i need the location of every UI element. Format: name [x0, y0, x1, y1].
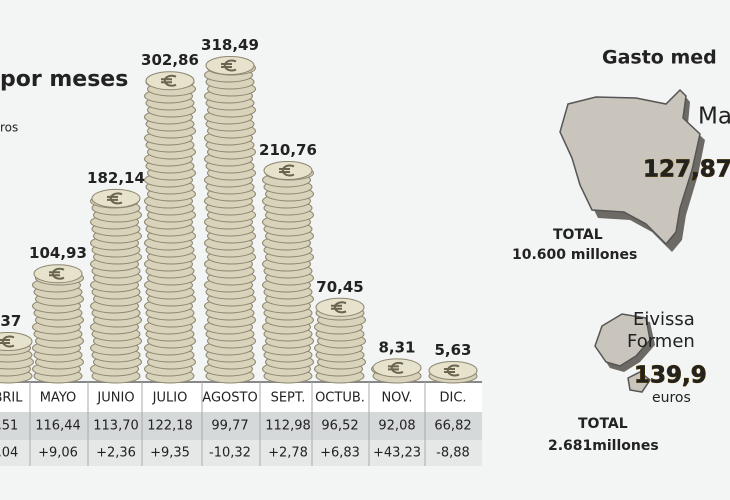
table-cell: +2,36: [96, 446, 136, 461]
total-label: TOTAL: [553, 227, 603, 243]
coin-stack: [262, 161, 314, 384]
x-tick-label: MAYO: [40, 391, 77, 406]
euro-icon: [331, 301, 347, 314]
chart-title: por meses: [0, 67, 128, 92]
table-cell: +6,83: [320, 446, 360, 461]
coin-stack: [144, 71, 196, 384]
table-cell: +9,35: [150, 446, 190, 461]
mallorca-map: [559, 88, 701, 246]
x-tick-label: JULIO: [152, 391, 188, 406]
value-label: 302,86: [141, 51, 199, 69]
island-unit: euros: [652, 390, 691, 406]
coin-face: [91, 188, 141, 208]
euro-icon: [221, 59, 237, 72]
x-tick-label: JUNIO: [96, 391, 134, 406]
coin-stack: [204, 55, 256, 384]
table-cell: 112,98: [265, 419, 311, 434]
coin-face: [263, 161, 313, 181]
value-label: 104,93: [29, 244, 87, 262]
table-cell: 66,82: [434, 419, 471, 434]
value-label: 8,31: [378, 338, 415, 356]
coin-face: [372, 358, 422, 378]
table-cell: ,51: [0, 419, 18, 434]
coin-stack: [314, 297, 366, 384]
euro-icon: [49, 267, 65, 280]
euro-icon: [388, 361, 404, 374]
coin-stack: [371, 358, 422, 384]
formentera-map: [627, 371, 652, 393]
table-row: [0, 440, 482, 466]
x-tick-label: OCTUB.: [315, 391, 365, 406]
island-amount: 139,9: [634, 363, 707, 389]
table-cell: +9,06: [38, 446, 78, 461]
table-cell: +2,78: [268, 446, 308, 461]
table-cell: +43,23: [373, 446, 421, 461]
coin-stack: [32, 264, 84, 384]
x-tick-label: NOV.: [381, 391, 412, 406]
table-cell: ,04: [0, 446, 18, 461]
table-row: [0, 412, 482, 440]
total-label: TOTAL: [578, 416, 628, 432]
table-cell: 96,52: [321, 419, 358, 434]
value-label: ,37: [0, 312, 21, 330]
coin-stack: [90, 188, 142, 384]
euro-icon: [107, 192, 123, 205]
coin-face: [145, 71, 195, 91]
table-cell: -8,88: [436, 446, 470, 461]
coin-face: [33, 264, 83, 284]
table-cell: 99,77: [211, 419, 248, 434]
coin-stack: [428, 361, 478, 384]
euro-icon: [444, 364, 460, 377]
table-cell: -10,32: [209, 446, 251, 461]
island-name: Ma: [698, 104, 730, 130]
euro-icon: [161, 74, 177, 87]
x-tick-label: DIC.: [439, 391, 466, 406]
x-tick-label: BRIL: [0, 391, 23, 406]
value-label: 70,45: [316, 278, 363, 296]
coin-stack: [0, 332, 34, 384]
euro-icon: [0, 335, 15, 348]
table-cell: 116,44: [35, 419, 81, 434]
coin-face: [315, 297, 365, 317]
table-header: [0, 382, 482, 412]
value-label: 210,76: [259, 141, 317, 159]
x-tick-label: SEPT.: [271, 391, 306, 406]
eivissa-map: [594, 313, 651, 367]
island-amount: 127,87: [643, 157, 730, 183]
island-name: Formen: [627, 331, 695, 352]
value-label: 5,63: [434, 341, 471, 359]
total-value: 2.681millones: [548, 438, 659, 454]
table-cell: 122,18: [147, 419, 193, 434]
table-cell: 92,08: [378, 419, 415, 434]
island-name: Eivissa: [633, 309, 695, 330]
coin-face: [205, 55, 255, 75]
value-label: 318,49: [201, 36, 259, 54]
panel-title: Gasto med: [602, 47, 717, 69]
table-cell: 113,70: [93, 419, 139, 434]
euro-icon: [279, 164, 295, 177]
x-tick-label: AGOSTO: [202, 391, 257, 406]
chart-subtitle: ros: [0, 121, 18, 135]
value-label: 182,14: [87, 169, 145, 187]
coin-face: [428, 361, 478, 381]
total-value: 10.600 millones: [512, 247, 637, 263]
